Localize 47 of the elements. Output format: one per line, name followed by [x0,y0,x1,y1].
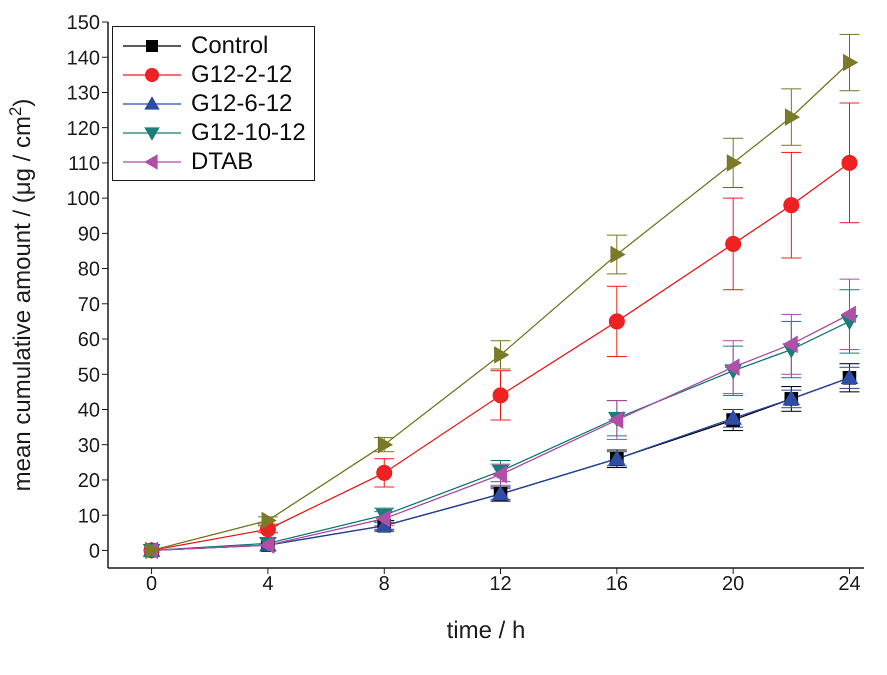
point [782,336,798,354]
y-tick-label: 150 [66,12,100,34]
point [841,154,858,171]
point [726,154,742,172]
point [843,54,858,72]
legend-label: G12-2-12 [191,60,292,88]
x-tick-label: 12 [489,573,512,596]
point [783,197,800,214]
legend-label: G12-10-12 [191,118,306,146]
legend-label: Control [191,32,268,60]
y-tick-label: 100 [66,188,100,210]
point [610,246,626,264]
point [840,306,856,324]
y-tick-label: 10 [78,505,100,528]
x-tick-label: 4 [262,573,274,596]
point [492,387,509,404]
y-tick-label: 0 [88,540,100,562]
y-tick-label: 90 [78,223,100,246]
y-tick-label: 110 [68,153,100,176]
y-tick-label: 40 [78,400,100,422]
y-tick-label: 70 [78,294,100,316]
y-tick-label: 30 [78,434,100,457]
point [378,436,394,454]
legend-label: DTAB [191,148,254,176]
point [724,358,740,376]
x-tick-label: 0 [146,573,158,596]
x-tick-label: 16 [606,573,628,596]
x-tick-label: 24 [838,573,861,596]
point [262,512,277,530]
point [784,108,800,126]
y-tick-label: 120 [66,118,100,140]
y-tick-label: 80 [78,258,100,281]
point [376,464,392,481]
point [492,466,507,484]
y-tick-label: 20 [78,470,100,492]
point [724,409,742,425]
point [608,313,625,330]
legend-label: G12-6-12 [191,90,292,118]
point [494,346,510,364]
x-tick-label: 20 [722,573,744,596]
y-tick-label: 60 [78,329,100,352]
y-tick-label: 50 [78,364,100,386]
point [725,236,742,252]
y-tick-label: 140 [66,47,100,70]
y-tick-label: 130 [66,82,100,105]
x-tick-label: 8 [378,573,390,596]
x-axis-title: time / h [446,617,526,644]
